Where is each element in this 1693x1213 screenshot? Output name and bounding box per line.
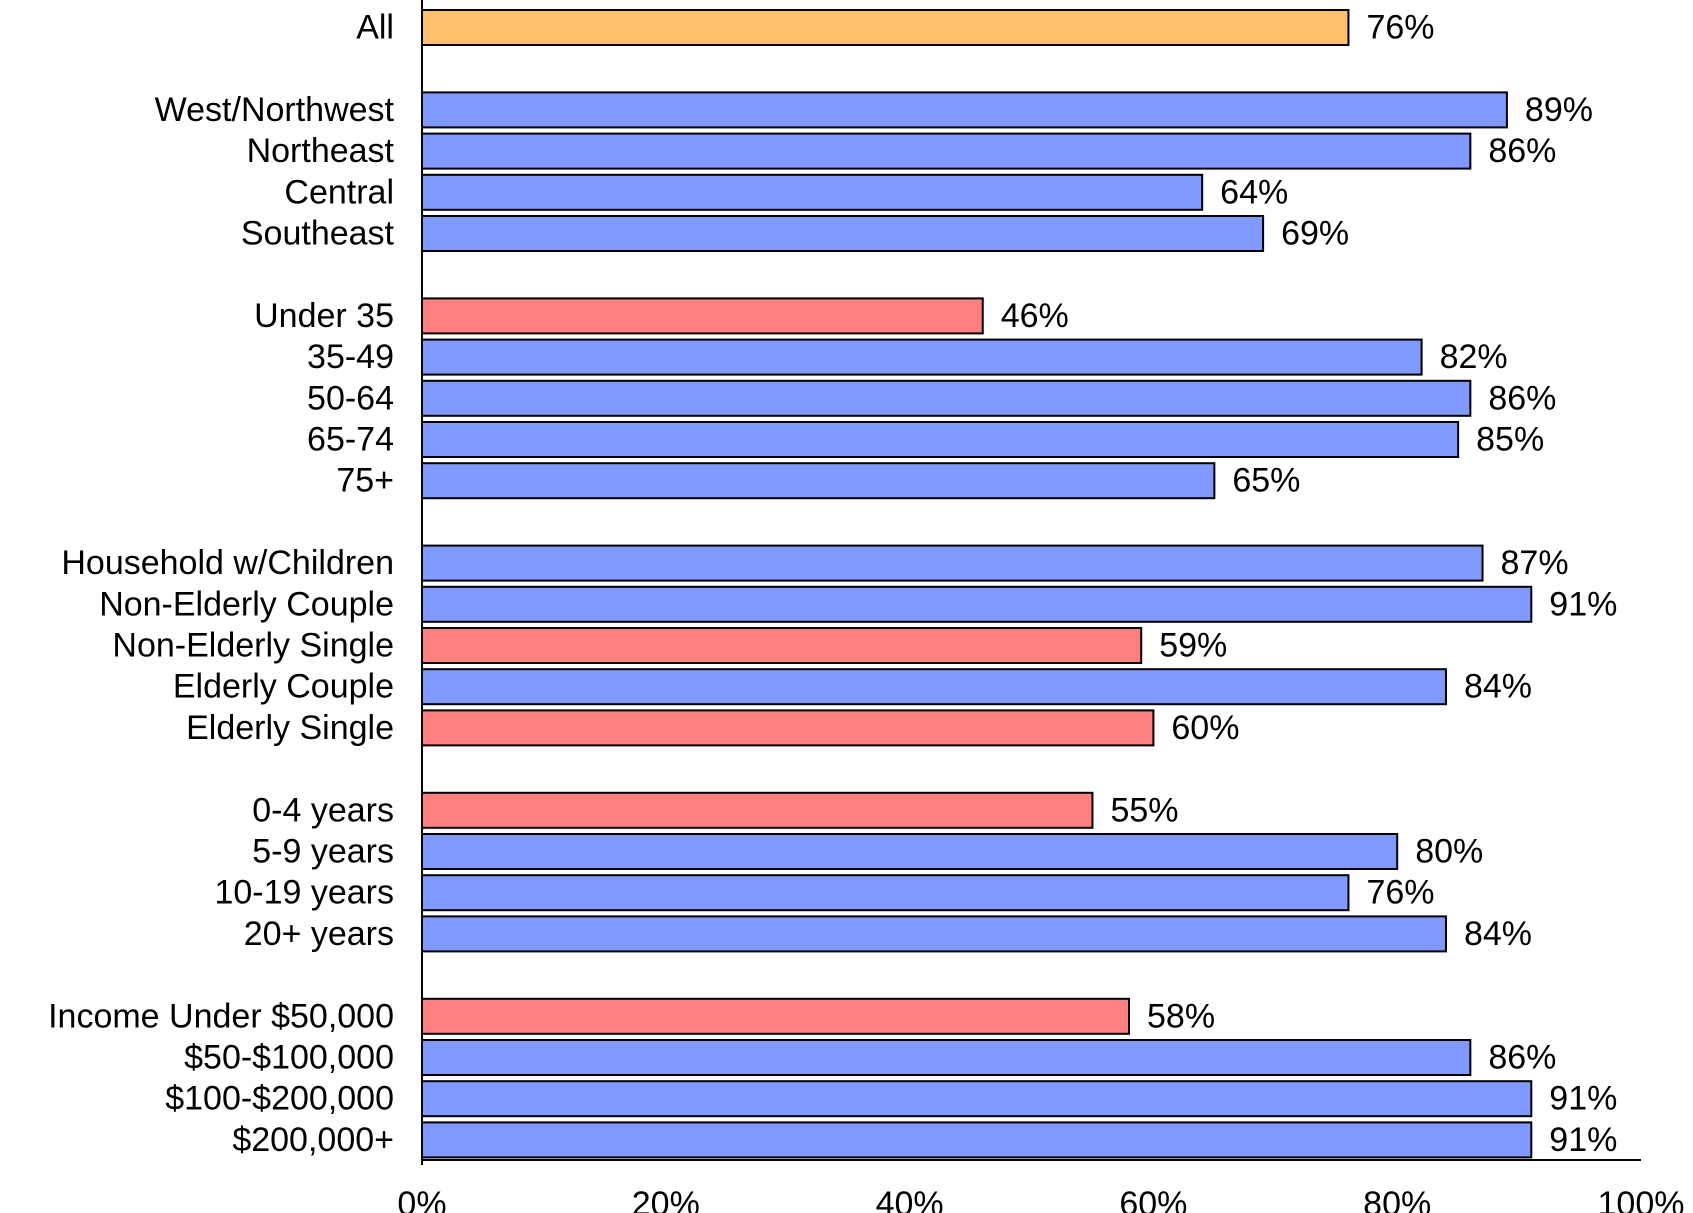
value-label: 91%: [1549, 1080, 1617, 1118]
value-label: 86%: [1488, 379, 1556, 417]
value-label: 91%: [1549, 585, 1617, 623]
value-label: 86%: [1488, 1039, 1556, 1077]
bar: [421, 1039, 1472, 1076]
bar: [421, 874, 1350, 912]
value-label: 64%: [1220, 173, 1288, 211]
value-label: 84%: [1464, 668, 1532, 706]
bar: [421, 709, 1155, 747]
x-tick-label: 40%: [876, 1185, 944, 1213]
category-label: Household w/Children: [61, 544, 394, 582]
category-label: $50-$100,000: [184, 1039, 394, 1077]
value-label: 76%: [1366, 9, 1434, 47]
value-label: 46%: [1001, 297, 1069, 335]
category-label: 10-19 years: [214, 874, 394, 912]
category-label: 75+: [336, 462, 394, 500]
bar: [421, 1080, 1533, 1118]
bar: [421, 544, 1484, 582]
value-label: 85%: [1476, 421, 1544, 459]
value-label: 86%: [1488, 132, 1556, 170]
category-label: 65-74: [307, 421, 394, 459]
category-label: All: [356, 9, 394, 47]
category-label: Southeast: [241, 215, 395, 253]
category-label: Under 35: [254, 297, 394, 335]
category-label: Non-Elderly Couple: [99, 585, 394, 623]
labels-layer: All 76% West/Northwest 89% Northeast 86% Centr…: [48, 9, 1684, 1213]
bar: [421, 379, 1472, 417]
value-label: 60%: [1171, 709, 1239, 747]
category-label: Elderly Couple: [173, 668, 394, 706]
bar: [421, 297, 984, 335]
category-label: $100-$200,000: [165, 1080, 394, 1118]
bar: [421, 132, 1472, 170]
value-label: 84%: [1464, 915, 1532, 953]
category-label: Central: [284, 173, 394, 211]
value-label: 65%: [1232, 462, 1300, 500]
x-tick-label: 0%: [397, 1185, 446, 1213]
value-label: 59%: [1159, 627, 1227, 665]
value-label: 76%: [1366, 874, 1434, 912]
bar: [421, 668, 1447, 706]
bar: [421, 173, 1204, 211]
bar: [421, 1121, 1533, 1159]
category-label: Income Under $50,000: [48, 997, 394, 1035]
value-label: 55%: [1110, 791, 1178, 829]
category-label: 5-9 years: [252, 833, 394, 871]
bar: [421, 215, 1265, 252]
bar: [421, 91, 1508, 129]
bar: [421, 833, 1399, 870]
category-label: 35-49: [307, 338, 394, 376]
bar: [421, 9, 1350, 46]
category-label: $200,000+: [232, 1121, 394, 1159]
value-label: 91%: [1549, 1121, 1617, 1159]
x-tick-label: 100%: [1598, 1185, 1685, 1213]
category-label: Elderly Single: [186, 709, 394, 747]
axes-layer: [421, 0, 1641, 1165]
bar: [421, 791, 1094, 829]
x-tick-label: 60%: [1119, 1185, 1187, 1213]
bar: [421, 338, 1423, 376]
bars-layer: [421, 9, 1533, 1159]
value-label: 87%: [1501, 544, 1569, 582]
category-label: Non-Elderly Single: [112, 627, 394, 665]
bar: [421, 627, 1143, 664]
bar: [421, 997, 1131, 1035]
x-tick-label: 80%: [1363, 1185, 1431, 1213]
bar: [421, 585, 1533, 623]
x-tick-label: 20%: [632, 1185, 700, 1213]
bar: [421, 462, 1216, 500]
value-label: 58%: [1147, 997, 1215, 1035]
value-label: 69%: [1281, 215, 1349, 253]
category-label: 20+ years: [244, 915, 394, 953]
value-label: 80%: [1415, 833, 1483, 871]
category-label: 0-4 years: [252, 791, 394, 829]
category-label: West/Northwest: [155, 91, 395, 129]
bar: [421, 421, 1460, 458]
bar: [421, 915, 1447, 953]
category-label: Northeast: [247, 132, 395, 170]
category-label: 50-64: [307, 379, 394, 417]
value-label: 82%: [1440, 338, 1508, 376]
value-label: 89%: [1525, 91, 1593, 129]
